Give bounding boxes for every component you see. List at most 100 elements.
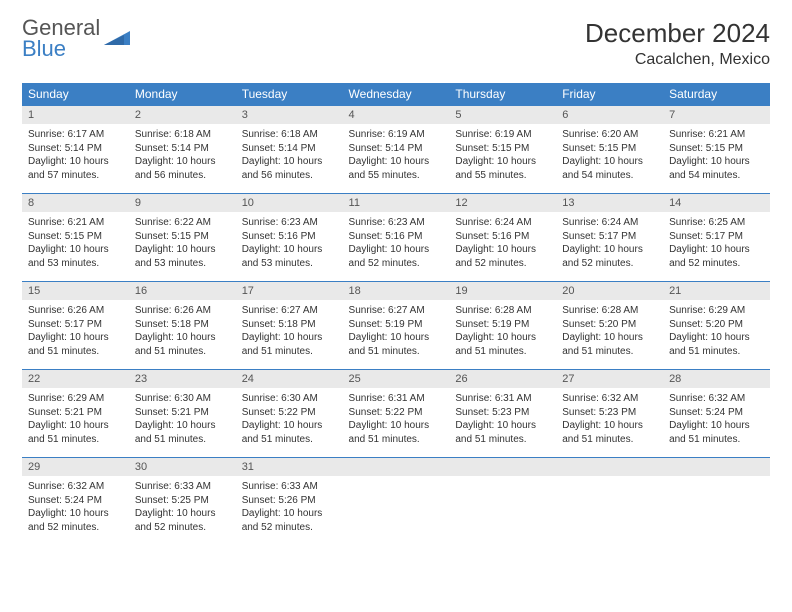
sunset-text: Sunset: 5:24 PM xyxy=(669,406,764,420)
calendar-day-cell: 20Sunrise: 6:28 AMSunset: 5:20 PMDayligh… xyxy=(556,282,663,370)
day-number: 6 xyxy=(556,106,663,124)
day-number xyxy=(556,458,663,476)
sunrise-text: Sunrise: 6:19 AM xyxy=(455,128,550,142)
day-body: Sunrise: 6:23 AMSunset: 5:16 PMDaylight:… xyxy=(343,212,450,274)
sunrise-text: Sunrise: 6:18 AM xyxy=(135,128,230,142)
calendar-week-row: 29Sunrise: 6:32 AMSunset: 5:24 PMDayligh… xyxy=(22,458,770,546)
calendar-day-cell: 27Sunrise: 6:32 AMSunset: 5:23 PMDayligh… xyxy=(556,370,663,458)
calendar-day-cell: 5 Sunrise: 6:19 AMSunset: 5:15 PMDaylight… xyxy=(449,106,556,194)
day-number: 7 xyxy=(663,106,770,124)
calendar-day-cell: 8Sunrise: 6:21 AMSunset: 5:15 PMDaylight… xyxy=(22,194,129,282)
day-body: Sunrise: 6:33 AMSunset: 5:25 PMDaylight:… xyxy=(129,476,236,538)
day-body: Sunrise: 6:26 AMSunset: 5:17 PMDaylight:… xyxy=(22,300,129,362)
sunrise-text: Sunrise: 6:23 AM xyxy=(242,216,337,230)
daylight-text: Daylight: 10 hours and 51 minutes. xyxy=(242,419,337,446)
daylight-text: Daylight: 10 hours and 51 minutes. xyxy=(242,331,337,358)
sunrise-text: Sunrise: 6:27 AM xyxy=(349,304,444,318)
day-body: Sunrise: 6:29 AMSunset: 5:20 PMDaylight:… xyxy=(663,300,770,362)
calendar-day-cell: 21Sunrise: 6:29 AMSunset: 5:20 PMDayligh… xyxy=(663,282,770,370)
daylight-text: Daylight: 10 hours and 54 minutes. xyxy=(669,155,764,182)
sunset-text: Sunset: 5:21 PM xyxy=(135,406,230,420)
daylight-text: Daylight: 10 hours and 54 minutes. xyxy=(562,155,657,182)
sunrise-text: Sunrise: 6:21 AM xyxy=(669,128,764,142)
sunrise-text: Sunrise: 6:20 AM xyxy=(562,128,657,142)
calendar-empty-cell xyxy=(343,458,450,546)
day-body: Sunrise: 6:31 AMSunset: 5:22 PMDaylight:… xyxy=(343,388,450,450)
sunrise-text: Sunrise: 6:30 AM xyxy=(135,392,230,406)
daylight-text: Daylight: 10 hours and 51 minutes. xyxy=(455,419,550,446)
day-number: 22 xyxy=(22,370,129,388)
daylight-text: Daylight: 10 hours and 52 minutes. xyxy=(135,507,230,534)
sunrise-text: Sunrise: 6:18 AM xyxy=(242,128,337,142)
sunrise-text: Sunrise: 6:28 AM xyxy=(455,304,550,318)
calendar-week-row: 8Sunrise: 6:21 AMSunset: 5:15 PMDaylight… xyxy=(22,194,770,282)
calendar-day-cell: 3Sunrise: 6:18 AMSunset: 5:14 PMDaylight… xyxy=(236,106,343,194)
sunrise-text: Sunrise: 6:33 AM xyxy=(242,480,337,494)
day-body: Sunrise: 6:19 AMSunset: 5:14 PMDaylight:… xyxy=(343,124,450,186)
sunset-text: Sunset: 5:15 PM xyxy=(455,142,550,156)
day-number: 11 xyxy=(343,194,450,212)
sunset-text: Sunset: 5:14 PM xyxy=(28,142,123,156)
sunset-text: Sunset: 5:15 PM xyxy=(669,142,764,156)
daylight-text: Daylight: 10 hours and 51 minutes. xyxy=(669,419,764,446)
sunset-text: Sunset: 5:15 PM xyxy=(135,230,230,244)
calendar-day-cell: 19Sunrise: 6:28 AMSunset: 5:19 PMDayligh… xyxy=(449,282,556,370)
sunrise-text: Sunrise: 6:22 AM xyxy=(135,216,230,230)
calendar-day-cell: 14Sunrise: 6:25 AMSunset: 5:17 PMDayligh… xyxy=(663,194,770,282)
day-number: 5 xyxy=(449,106,556,124)
daylight-text: Daylight: 10 hours and 52 minutes. xyxy=(28,507,123,534)
day-number: 24 xyxy=(236,370,343,388)
day-number: 14 xyxy=(663,194,770,212)
sunrise-text: Sunrise: 6:25 AM xyxy=(669,216,764,230)
sunset-text: Sunset: 5:15 PM xyxy=(28,230,123,244)
calendar-day-cell: 28Sunrise: 6:32 AMSunset: 5:24 PMDayligh… xyxy=(663,370,770,458)
sunset-text: Sunset: 5:19 PM xyxy=(455,318,550,332)
day-body: Sunrise: 6:21 AMSunset: 5:15 PMDaylight:… xyxy=(663,124,770,186)
sunset-text: Sunset: 5:17 PM xyxy=(669,230,764,244)
sunrise-text: Sunrise: 6:31 AM xyxy=(455,392,550,406)
day-number: 29 xyxy=(22,458,129,476)
sunset-text: Sunset: 5:14 PM xyxy=(349,142,444,156)
day-number xyxy=(343,458,450,476)
calendar-day-cell: 18Sunrise: 6:27 AMSunset: 5:19 PMDayligh… xyxy=(343,282,450,370)
sunrise-text: Sunrise: 6:27 AM xyxy=(242,304,337,318)
calendar-week-row: 1Sunrise: 6:17 AMSunset: 5:14 PMDaylight… xyxy=(22,106,770,194)
sunrise-text: Sunrise: 6:26 AM xyxy=(135,304,230,318)
daylight-text: Daylight: 10 hours and 52 minutes. xyxy=(242,507,337,534)
daylight-text: Daylight: 10 hours and 52 minutes. xyxy=(455,243,550,270)
weekday-header: Monday xyxy=(129,83,236,106)
calendar-day-cell: 11Sunrise: 6:23 AMSunset: 5:16 PMDayligh… xyxy=(343,194,450,282)
sunset-text: Sunset: 5:25 PM xyxy=(135,494,230,508)
day-number xyxy=(449,458,556,476)
daylight-text: Daylight: 10 hours and 52 minutes. xyxy=(349,243,444,270)
daylight-text: Daylight: 10 hours and 53 minutes. xyxy=(28,243,123,270)
calendar-week-row: 22Sunrise: 6:29 AMSunset: 5:21 PMDayligh… xyxy=(22,370,770,458)
daylight-text: Daylight: 10 hours and 51 minutes. xyxy=(135,331,230,358)
calendar-day-cell: 2Sunrise: 6:18 AMSunset: 5:14 PMDaylight… xyxy=(129,106,236,194)
weekday-header: Wednesday xyxy=(343,83,450,106)
daylight-text: Daylight: 10 hours and 53 minutes. xyxy=(135,243,230,270)
calendar-day-cell: 30Sunrise: 6:33 AMSunset: 5:25 PMDayligh… xyxy=(129,458,236,546)
sunset-text: Sunset: 5:26 PM xyxy=(242,494,337,508)
calendar-day-cell: 31Sunrise: 6:33 AMSunset: 5:26 PMDayligh… xyxy=(236,458,343,546)
day-body: Sunrise: 6:27 AMSunset: 5:18 PMDaylight:… xyxy=(236,300,343,362)
sunset-text: Sunset: 5:22 PM xyxy=(349,406,444,420)
daylight-text: Daylight: 10 hours and 55 minutes. xyxy=(455,155,550,182)
calendar-day-cell: 23Sunrise: 6:30 AMSunset: 5:21 PMDayligh… xyxy=(129,370,236,458)
daylight-text: Daylight: 10 hours and 52 minutes. xyxy=(562,243,657,270)
sunset-text: Sunset: 5:20 PM xyxy=(669,318,764,332)
day-number: 8 xyxy=(22,194,129,212)
sunset-text: Sunset: 5:20 PM xyxy=(562,318,657,332)
daylight-text: Daylight: 10 hours and 55 minutes. xyxy=(349,155,444,182)
sunrise-text: Sunrise: 6:33 AM xyxy=(135,480,230,494)
daylight-text: Daylight: 10 hours and 53 minutes. xyxy=(242,243,337,270)
sunset-text: Sunset: 5:18 PM xyxy=(135,318,230,332)
day-number: 17 xyxy=(236,282,343,300)
daylight-text: Daylight: 10 hours and 51 minutes. xyxy=(669,331,764,358)
day-number: 20 xyxy=(556,282,663,300)
day-body: Sunrise: 6:23 AMSunset: 5:16 PMDaylight:… xyxy=(236,212,343,274)
location-label: Cacalchen, Mexico xyxy=(585,51,770,69)
logo: General Blue xyxy=(22,18,130,60)
sunset-text: Sunset: 5:18 PM xyxy=(242,318,337,332)
day-number: 30 xyxy=(129,458,236,476)
